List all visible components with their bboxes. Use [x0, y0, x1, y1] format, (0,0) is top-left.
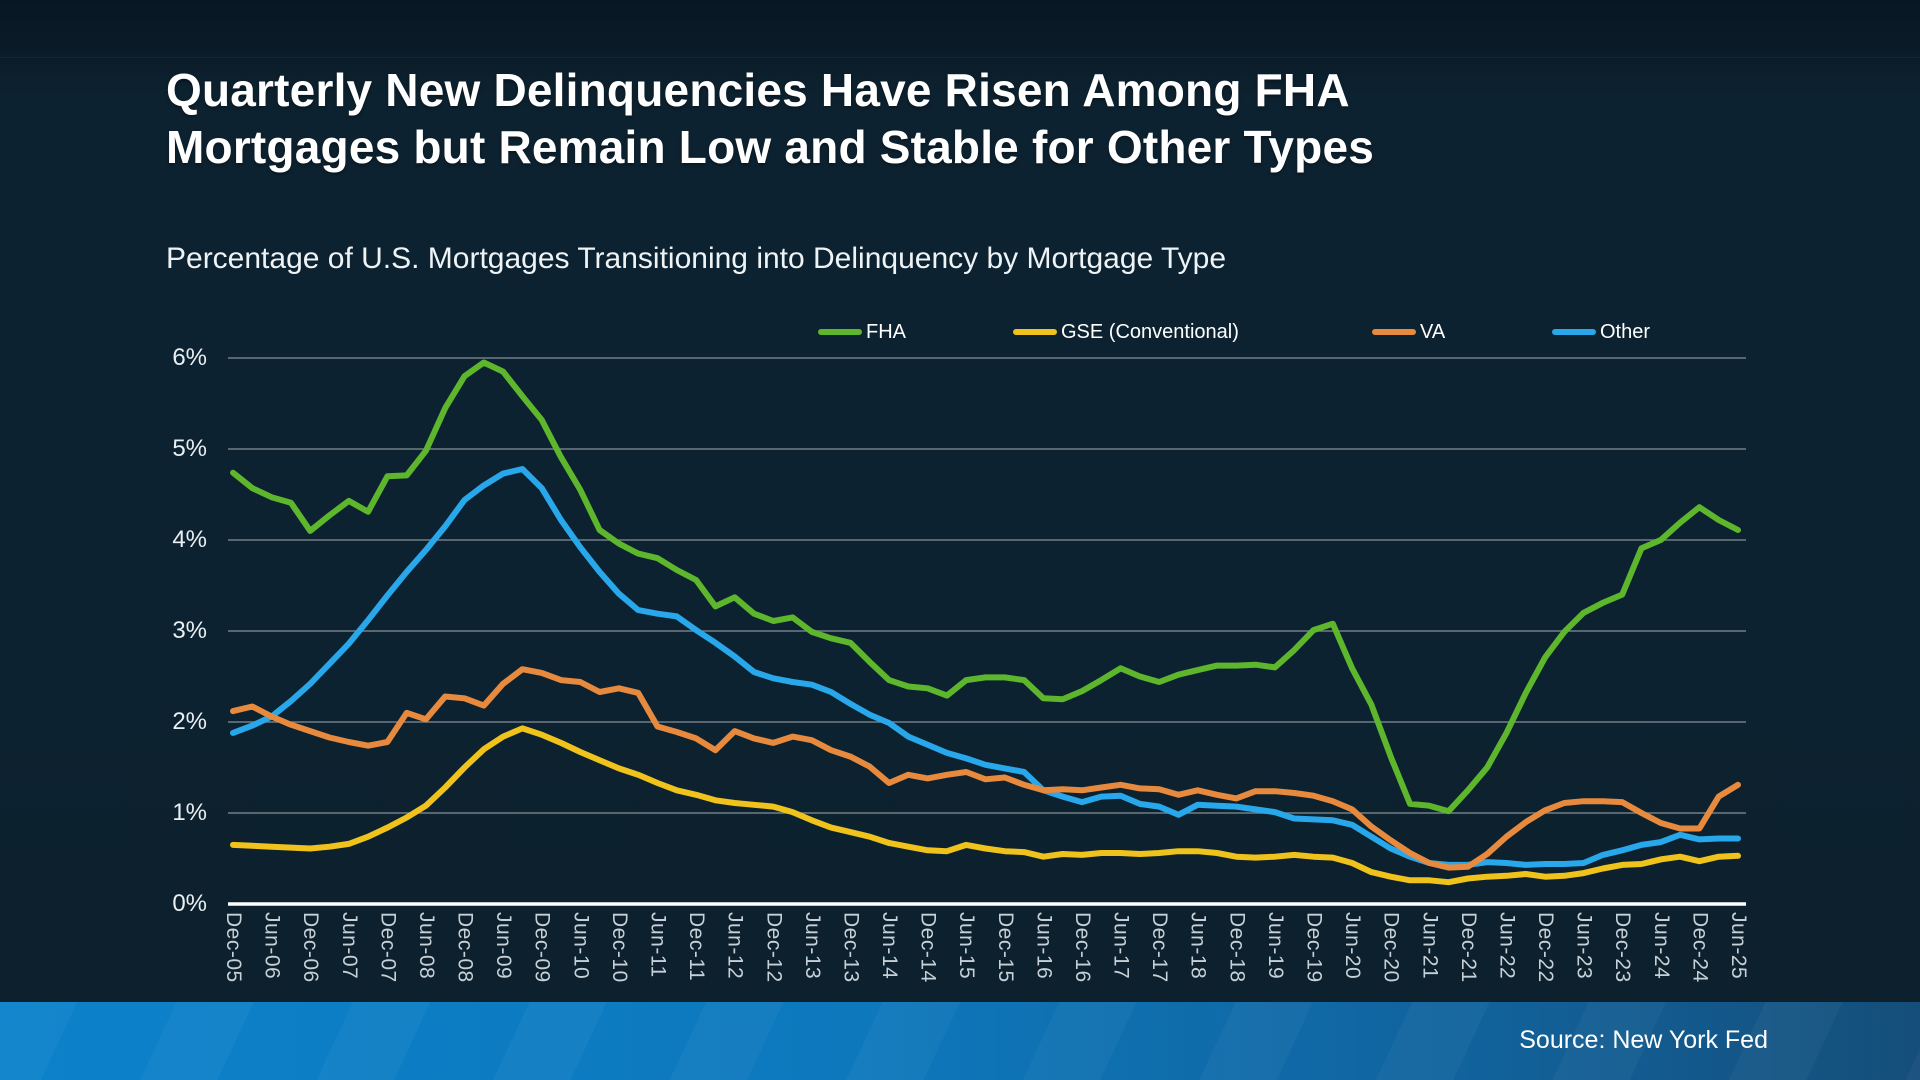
footer-bar [0, 1002, 1920, 1080]
series-line-other [230, 466, 1741, 868]
legend-swatch-icon [818, 329, 862, 335]
x-axis-tick-label: Jun-15 [955, 912, 979, 980]
x-axis-tick-label: Jun-24 [1649, 912, 1673, 980]
x-axis-tick-label: Jun-11 [646, 912, 670, 978]
x-axis-tick-label: Jun-16 [1032, 912, 1056, 980]
x-axis-tick-label: Dec-05 [222, 912, 245, 983]
x-axis-tick-label: Jun-12 [723, 912, 747, 980]
y-axis-tick-label: 0% [172, 890, 207, 917]
legend-item-fha: FHA [818, 316, 906, 348]
y-axis-tick-label: 3% [172, 617, 207, 644]
x-axis-tick-label: Dec-10 [607, 912, 631, 983]
legend-label: Other [1600, 320, 1651, 343]
x-axis-tick-label: Jun-21 [1418, 912, 1442, 980]
x-axis-tick-label: Jun-06 [260, 912, 284, 980]
y-axis-tick-label: 5% [172, 435, 207, 462]
y-axis-tick-label: 6% [172, 344, 207, 371]
legend-swatch-icon [1013, 329, 1057, 335]
x-axis-tick-label: Dec-09 [530, 912, 554, 983]
x-axis-tick-label: Jun-14 [878, 912, 902, 980]
legend-item-other: Other [1552, 316, 1650, 348]
x-axis-tick-label: Dec-07 [376, 912, 400, 983]
x-axis-tick-label: Jun-23 [1572, 912, 1596, 980]
x-axis-tick-label: Jun-18 [1186, 912, 1210, 980]
x-axis-tick-label: Dec-15 [993, 912, 1017, 983]
x-axis-tick-label: Dec-11 [685, 912, 709, 982]
x-axis-tick-label: Jun-07 [337, 912, 361, 980]
x-axis-tick-label: Jun-13 [800, 912, 824, 980]
y-axis-tick-label: 2% [172, 708, 207, 735]
x-axis-tick-label: Dec-12 [762, 912, 786, 983]
chart-legend: FHA GSE (Conventional) VA Other [0, 316, 1920, 348]
x-axis-tick-label: Dec-13 [839, 912, 863, 983]
page-subtitle: Percentage of U.S. Mortgages Transitioni… [166, 242, 1227, 275]
page-title-line2: Mortgages but Remain Low and Stable for … [166, 121, 1375, 173]
x-axis-tick-label: Dec-18 [1225, 912, 1249, 983]
source-attribution: Source: New York Fed [1519, 1026, 1768, 1054]
page-title-line1: Quarterly New Delinquencies Have Risen A… [166, 64, 1350, 116]
x-axis-tick-label: Jun-17 [1109, 912, 1133, 980]
legend-item-va: VA [1372, 316, 1445, 348]
x-axis-tick-label: Jun-20 [1341, 912, 1365, 980]
x-axis-tick-label: Jun-10 [569, 912, 593, 980]
series-line-va [230, 666, 1741, 871]
series-line-fha [230, 359, 1741, 815]
legend-label: GSE (Conventional) [1061, 320, 1239, 343]
page-title: Quarterly New Delinquencies Have Risen A… [166, 62, 1566, 176]
x-axis-tick-label: Jun-19 [1263, 912, 1287, 980]
x-axis-tick-label: Dec-08 [453, 912, 477, 983]
x-axis-tick-label: Dec-06 [299, 912, 323, 983]
legend-swatch-icon [1552, 329, 1596, 335]
x-axis-tick-label: Dec-24 [1688, 912, 1712, 983]
x-axis-tick-label: Dec-22 [1534, 912, 1558, 983]
x-axis-tick-label: Dec-21 [1456, 912, 1480, 983]
legend-label: VA [1420, 320, 1446, 343]
y-axis-tick-label: 4% [172, 526, 207, 553]
x-axis-tick-label: Jun-22 [1495, 912, 1519, 980]
series-line-gse-conventional [230, 725, 1741, 886]
x-axis-tick-label: Dec-20 [1379, 912, 1403, 983]
x-axis-tick-label: Dec-17 [1148, 912, 1172, 983]
x-axis-tick-label: Dec-23 [1611, 912, 1635, 983]
legend-item-gse-conventional: GSE (Conventional) [1013, 316, 1239, 348]
x-axis-tick-label: Dec-19 [1302, 912, 1326, 983]
x-axis-tick-label: Jun-08 [414, 912, 438, 980]
x-axis-tick-label: Jun-25 [1727, 912, 1750, 980]
legend-label: FHA [866, 320, 906, 343]
x-axis-tick-label: Dec-14 [916, 912, 940, 983]
x-axis-tick-label: Jun-09 [492, 912, 516, 980]
legend-swatch-icon [1372, 329, 1416, 335]
top-divider [0, 57, 1920, 58]
y-axis-tick-label: 1% [172, 799, 207, 826]
x-axis-tick-label: Dec-16 [1070, 912, 1094, 983]
